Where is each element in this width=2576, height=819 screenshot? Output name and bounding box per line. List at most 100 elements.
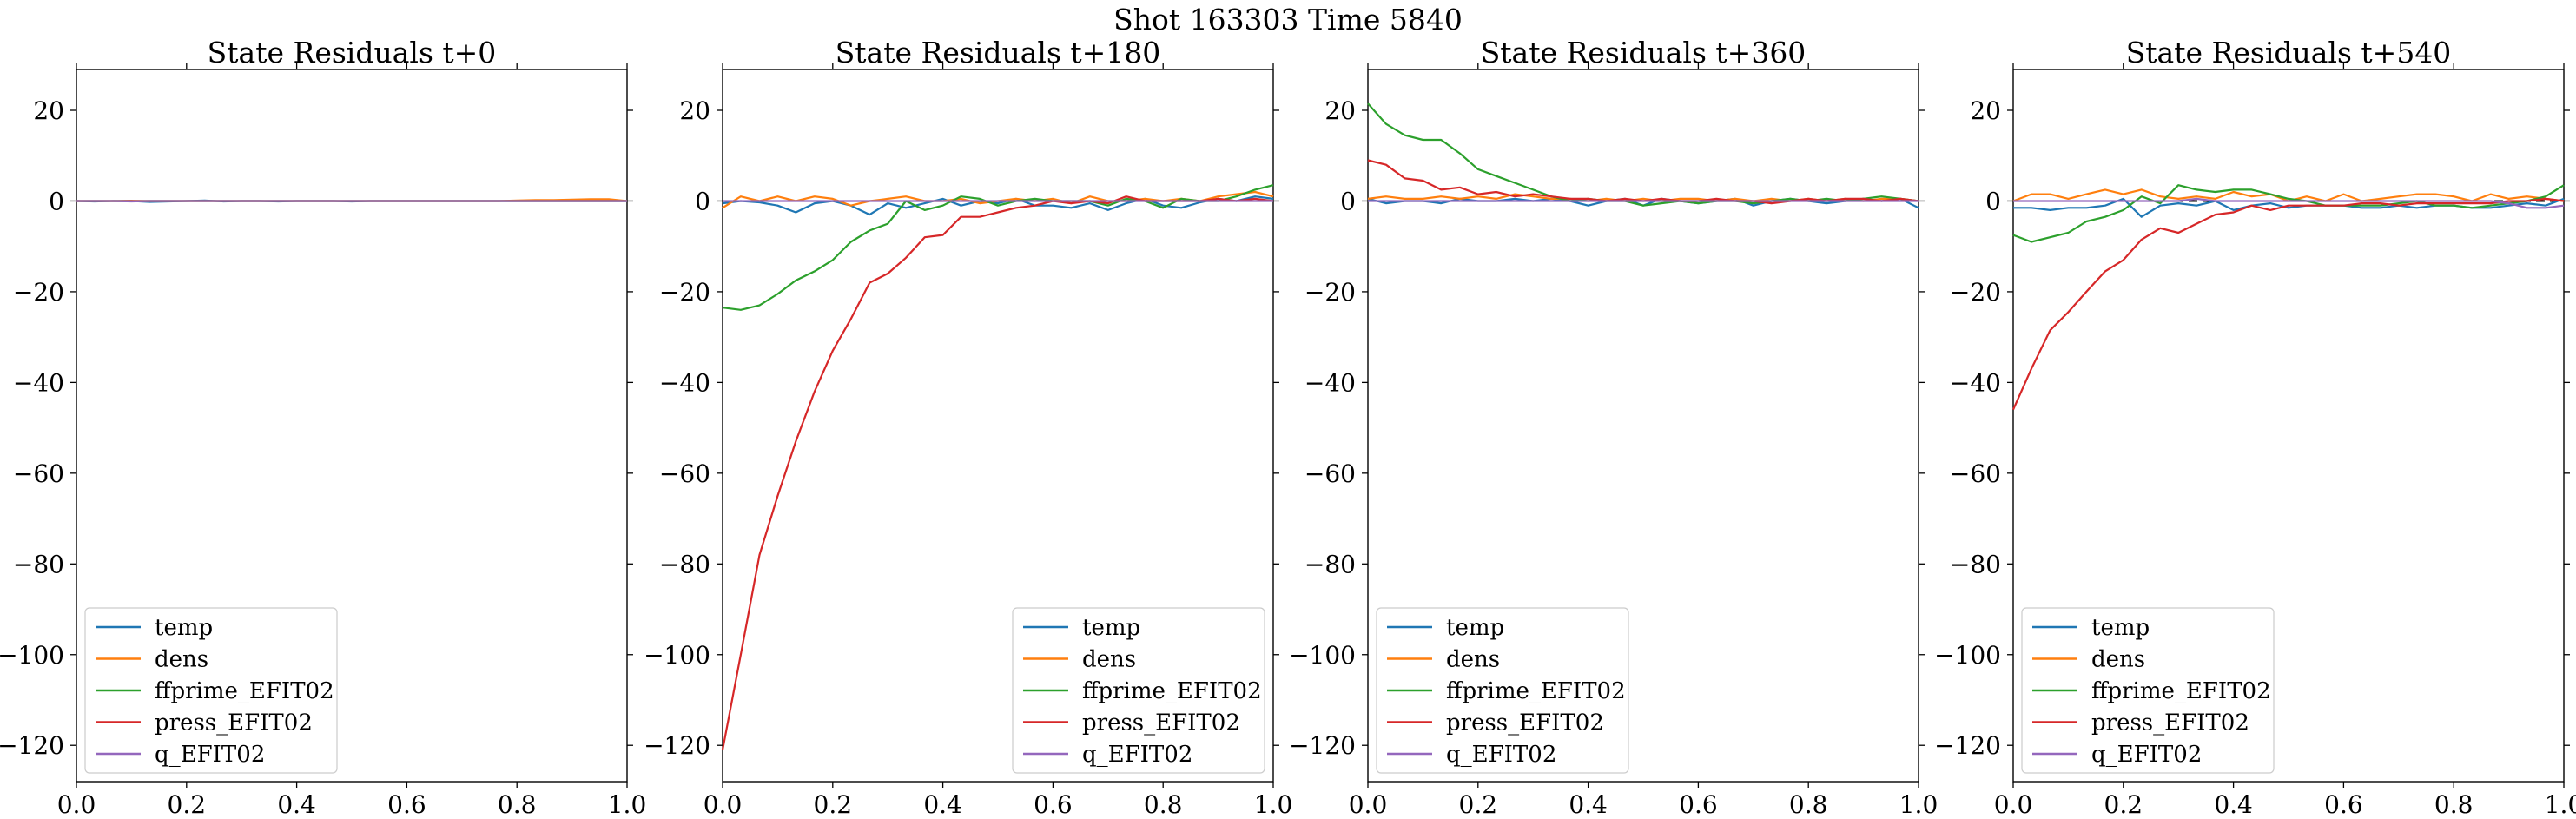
y-tick-label: 20 [679, 96, 710, 125]
x-tick-label: 0.6 [1034, 790, 1073, 819]
y-tick-label: −120 [0, 731, 64, 760]
x-tick-label: 0.2 [1459, 790, 1498, 819]
y-tick-label: −60 [1950, 459, 2001, 488]
y-tick-label: 20 [1970, 96, 2001, 125]
y-tick-label: −80 [659, 550, 710, 578]
legend-box [1376, 607, 1629, 774]
x-tick-label: 1.0 [1254, 790, 1293, 819]
x-tick-label: 0.0 [57, 790, 96, 819]
y-tick-label: −80 [1950, 550, 2001, 578]
legend-label-ffprime-efit02: ffprime_EFIT02 [2091, 678, 2271, 704]
y-tick-label: −120 [1934, 731, 2001, 760]
legend-label-temp: temp [2091, 615, 2150, 641]
y-tick-label: 0 [695, 187, 710, 215]
axes-frame [1367, 69, 1919, 783]
x-tick-label: 0.0 [1349, 790, 1388, 819]
x-tick-label: 0.6 [387, 790, 426, 819]
legend: temp dens ffprime_EFIT02 press_EFIT02 q_EFIT… [1012, 607, 1265, 774]
series-line-temp [722, 195, 1274, 216]
legend-label-q-efit02: q_EFIT02 [1082, 742, 1192, 768]
y-tick-label: −100 [1289, 641, 1356, 670]
panel-3: State Residuals t+360 0.0 0.2 0.4 0.6 0.8 1.0 2… [1289, 36, 1938, 819]
x-tick-label: 0.8 [1144, 790, 1183, 819]
y-tick-label: −60 [659, 459, 710, 488]
series-line-ffprime-efit02 [722, 184, 1274, 311]
legend-label-q-efit02: q_EFIT02 [2091, 742, 2202, 768]
axes-frame [722, 69, 1274, 783]
x-tick-label: 0.8 [1789, 790, 1828, 819]
legend-label-ffprime-efit02: ffprime_EFIT02 [155, 678, 334, 704]
series-line-q-efit02 [2013, 197, 2565, 209]
legend-label-q-efit02: q_EFIT02 [155, 742, 265, 768]
y-tick-label: 20 [33, 96, 64, 125]
y-tick-label: 0 [1985, 187, 2001, 215]
y-tick-label: 0 [1340, 187, 1356, 215]
y-tick-label: −40 [659, 368, 710, 397]
x-tick-label: 0.4 [2214, 790, 2253, 819]
y-tick-label: −20 [13, 278, 64, 307]
x-tick-label: 0.0 [703, 790, 743, 819]
x-tick-label: 0.4 [277, 790, 316, 819]
y-tick-label: −120 [644, 731, 710, 760]
legend-label-temp: temp [1446, 615, 1504, 641]
y-tick-label: −20 [1950, 278, 2001, 307]
legend-label-ffprime-efit02: ffprime_EFIT02 [1082, 678, 1262, 704]
legend-box [2021, 607, 2275, 774]
x-tick-label: 0.8 [498, 790, 537, 819]
panels: State Residuals t+0 0.0 0.2 0.4 0.6 0.8 1.0 20 0… [0, 36, 2576, 819]
legend-label-press-efit02: press_EFIT02 [2091, 710, 2249, 736]
x-tick-label: 0.0 [1994, 790, 2033, 819]
x-tick-label: 1.0 [1899, 790, 1939, 819]
legend: temp dens ffprime_EFIT02 press_EFIT02 q_EFIT… [2021, 607, 2275, 774]
panel-1: State Residuals t+0 0.0 0.2 0.4 0.6 0.8 1.0 20 0… [0, 36, 646, 819]
y-tick-label: 20 [1324, 96, 1356, 125]
legend-label-press-efit02: press_EFIT02 [155, 710, 313, 736]
x-tick-label: 0.6 [2324, 790, 2363, 819]
panel-4: State Residuals t+540 0.0 0.2 0.4 0.6 0.8 1.0 2… [1934, 36, 2576, 819]
panel-title: State Residuals t+180 [836, 36, 1161, 69]
x-tick-label: 1.0 [2545, 790, 2576, 819]
legend: temp dens ffprime_EFIT02 press_EFIT02 q_EFIT… [1376, 607, 1629, 774]
x-tick-label: 0.4 [1569, 790, 1608, 819]
legend-label-dens: dens [1446, 647, 1500, 673]
y-tick-label: −40 [1305, 368, 1356, 397]
panel-2: State Residuals t+180 0.0 0.2 0.4 0.6 0.8 1.0 2… [644, 36, 1292, 819]
figure-title: Shot 163303 Time 5840 [1113, 3, 1463, 36]
legend-label-q-efit02: q_EFIT02 [1446, 742, 1556, 768]
axes-frame [2012, 69, 2565, 783]
x-tick-label: 0.8 [2434, 790, 2474, 819]
legend-label-temp: temp [1082, 615, 1140, 641]
y-tick-label: −100 [1934, 641, 2001, 670]
y-tick-label: −80 [13, 550, 64, 578]
legend-box [84, 607, 338, 774]
legend-label-press-efit02: press_EFIT02 [1446, 710, 1604, 736]
x-tick-label: 0.4 [923, 790, 962, 819]
series-line-q-efit02 [76, 200, 627, 203]
y-tick-label: −40 [1950, 368, 2001, 397]
y-tick-label: −100 [0, 641, 64, 670]
legend-box [1012, 607, 1265, 774]
legend-label-temp: temp [155, 615, 213, 641]
legend-label-dens: dens [155, 647, 208, 673]
series-line-ffprime-efit02 [2012, 184, 2565, 243]
y-tick-label: −80 [1305, 550, 1356, 578]
series-line-ffprime-efit02 [1367, 102, 1919, 207]
x-tick-label: 0.6 [1679, 790, 1718, 819]
legend-label-dens: dens [1082, 647, 1136, 673]
series-line-press-efit02 [2011, 197, 2565, 411]
y-tick-label: −60 [1305, 459, 1356, 488]
panel-title: State Residuals t+360 [1481, 36, 1807, 69]
axes-frame [76, 69, 628, 783]
y-tick-label: −120 [1289, 731, 1356, 760]
y-tick-label: −20 [659, 278, 710, 307]
legend-label-press-efit02: press_EFIT02 [1082, 710, 1240, 736]
x-tick-label: 1.0 [608, 790, 647, 819]
y-tick-label: −40 [13, 368, 64, 397]
panel-title: State Residuals t+540 [2126, 36, 2452, 69]
y-tick-label: −20 [1305, 278, 1356, 307]
x-tick-label: 0.2 [814, 790, 853, 819]
legend-label-dens: dens [2091, 647, 2145, 673]
y-tick-label: −100 [644, 641, 710, 670]
y-tick-label: 0 [49, 187, 64, 215]
